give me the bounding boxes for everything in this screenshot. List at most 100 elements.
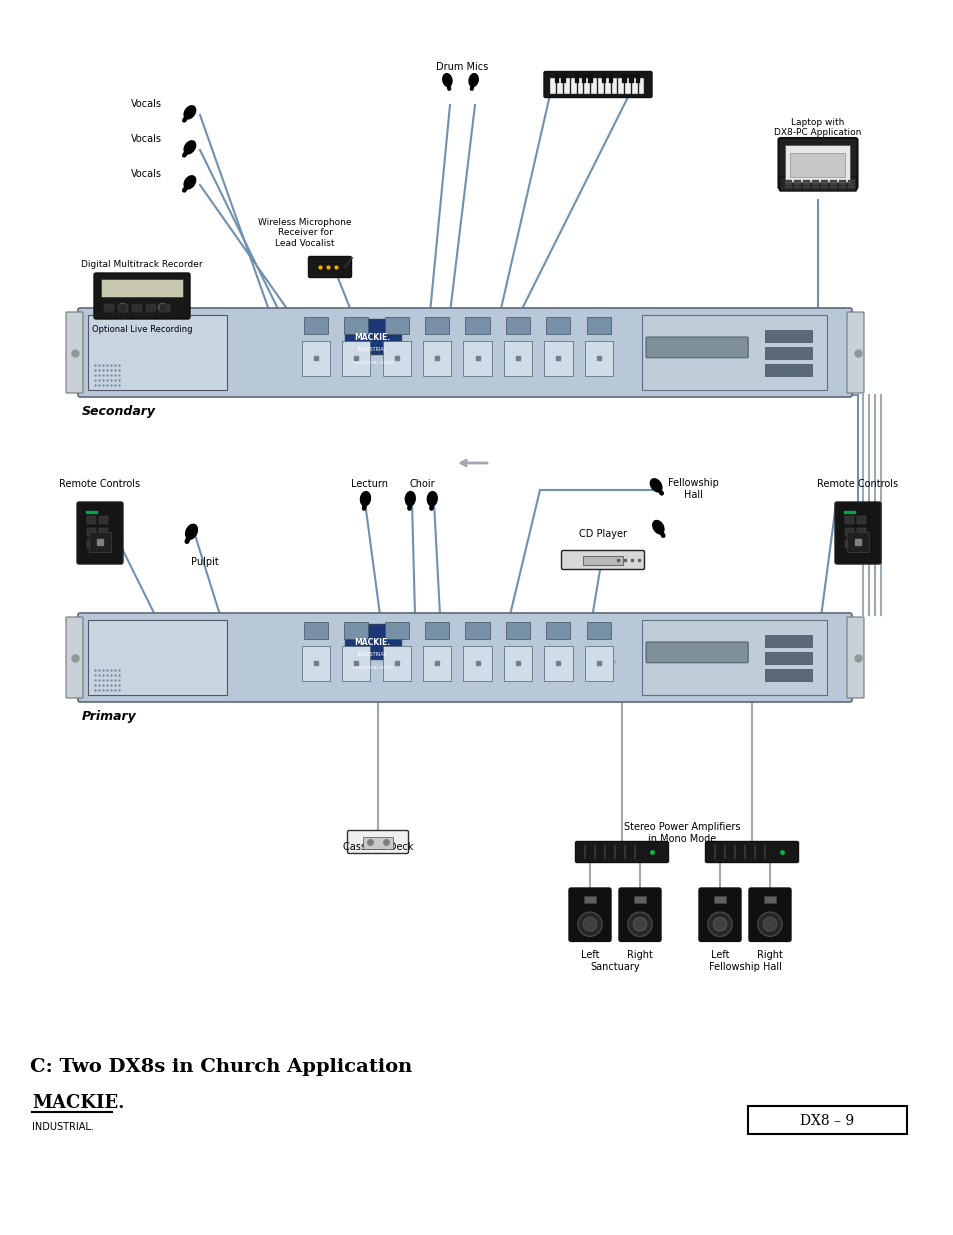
- Bar: [88, 620, 227, 695]
- Bar: [764, 635, 811, 647]
- Bar: [570, 78, 576, 94]
- Bar: [160, 304, 170, 312]
- Text: Lecturn: Lecturn: [351, 479, 388, 489]
- Bar: [424, 621, 449, 638]
- Bar: [550, 78, 556, 94]
- Bar: [839, 186, 845, 188]
- Bar: [794, 180, 801, 182]
- Circle shape: [757, 911, 781, 936]
- Bar: [641, 315, 826, 390]
- Bar: [344, 624, 400, 659]
- Bar: [382, 341, 411, 377]
- Bar: [554, 74, 558, 83]
- FancyBboxPatch shape: [748, 888, 790, 941]
- Text: DX8 DIGITAL MIXER: DX8 DIGITAL MIXER: [353, 361, 393, 364]
- Bar: [146, 304, 156, 312]
- Text: Right: Right: [626, 950, 652, 960]
- Bar: [784, 183, 792, 185]
- Circle shape: [582, 918, 597, 931]
- Bar: [101, 279, 183, 296]
- Bar: [584, 78, 590, 94]
- Bar: [505, 317, 530, 333]
- Ellipse shape: [405, 492, 415, 506]
- Bar: [821, 186, 827, 188]
- Bar: [763, 895, 775, 903]
- FancyBboxPatch shape: [705, 841, 798, 862]
- Ellipse shape: [442, 74, 452, 86]
- Bar: [802, 180, 810, 182]
- Bar: [581, 74, 585, 83]
- Bar: [636, 74, 639, 83]
- Bar: [89, 532, 111, 552]
- Text: Remote Controls: Remote Controls: [817, 479, 898, 489]
- Ellipse shape: [184, 106, 195, 119]
- Bar: [384, 621, 409, 638]
- Bar: [503, 341, 532, 377]
- Bar: [764, 669, 811, 682]
- Bar: [99, 540, 108, 548]
- Bar: [634, 895, 645, 903]
- Bar: [847, 180, 855, 182]
- Text: MACKIE.: MACKIE.: [32, 1094, 125, 1112]
- FancyBboxPatch shape: [575, 841, 668, 862]
- Bar: [344, 319, 400, 354]
- Text: MACKIE.: MACKIE.: [355, 637, 390, 647]
- Bar: [465, 621, 489, 638]
- Ellipse shape: [184, 175, 195, 189]
- FancyBboxPatch shape: [561, 551, 644, 569]
- Bar: [87, 516, 96, 524]
- Bar: [802, 186, 810, 188]
- Bar: [847, 186, 855, 188]
- Text: C: Two DX8s in Church Application: C: Two DX8s in Church Application: [30, 1058, 412, 1076]
- Bar: [342, 341, 370, 377]
- Bar: [764, 331, 811, 342]
- Bar: [846, 532, 868, 552]
- Text: INDUSTRIAL: INDUSTRIAL: [357, 652, 387, 657]
- Bar: [830, 186, 837, 188]
- Bar: [463, 646, 491, 682]
- FancyBboxPatch shape: [94, 273, 190, 319]
- FancyBboxPatch shape: [66, 618, 83, 698]
- Ellipse shape: [186, 525, 197, 540]
- Bar: [812, 180, 819, 182]
- Text: Remote Controls: Remote Controls: [59, 479, 140, 489]
- Bar: [624, 78, 630, 94]
- Bar: [830, 180, 837, 182]
- Text: Secondary: Secondary: [82, 405, 156, 417]
- Text: Wireless Microphone
Receiver for
Lead Vocalist: Wireless Microphone Receiver for Lead Vo…: [258, 219, 352, 248]
- Bar: [575, 74, 578, 83]
- FancyBboxPatch shape: [618, 888, 660, 941]
- Bar: [856, 540, 865, 548]
- Bar: [344, 317, 368, 333]
- Bar: [563, 78, 569, 94]
- Ellipse shape: [427, 492, 436, 506]
- Bar: [505, 621, 530, 638]
- Bar: [830, 183, 837, 185]
- FancyBboxPatch shape: [834, 501, 880, 564]
- Bar: [794, 186, 801, 188]
- Bar: [422, 646, 451, 682]
- Bar: [598, 78, 603, 94]
- Bar: [802, 183, 810, 185]
- Bar: [303, 621, 328, 638]
- FancyBboxPatch shape: [568, 888, 610, 941]
- Ellipse shape: [184, 141, 195, 154]
- Text: Pulpit: Pulpit: [191, 557, 218, 567]
- Bar: [621, 74, 626, 83]
- Bar: [844, 529, 853, 536]
- Bar: [608, 74, 613, 83]
- Bar: [99, 516, 108, 524]
- Bar: [601, 74, 606, 83]
- FancyBboxPatch shape: [846, 312, 863, 393]
- Bar: [839, 183, 845, 185]
- Text: Left: Left: [710, 950, 728, 960]
- FancyBboxPatch shape: [778, 138, 857, 189]
- Bar: [422, 341, 451, 377]
- Ellipse shape: [652, 520, 663, 534]
- Bar: [87, 529, 96, 536]
- Bar: [764, 364, 811, 377]
- Circle shape: [633, 918, 646, 931]
- Bar: [99, 529, 108, 536]
- Bar: [812, 183, 819, 185]
- Text: MACKIE.: MACKIE.: [355, 332, 390, 342]
